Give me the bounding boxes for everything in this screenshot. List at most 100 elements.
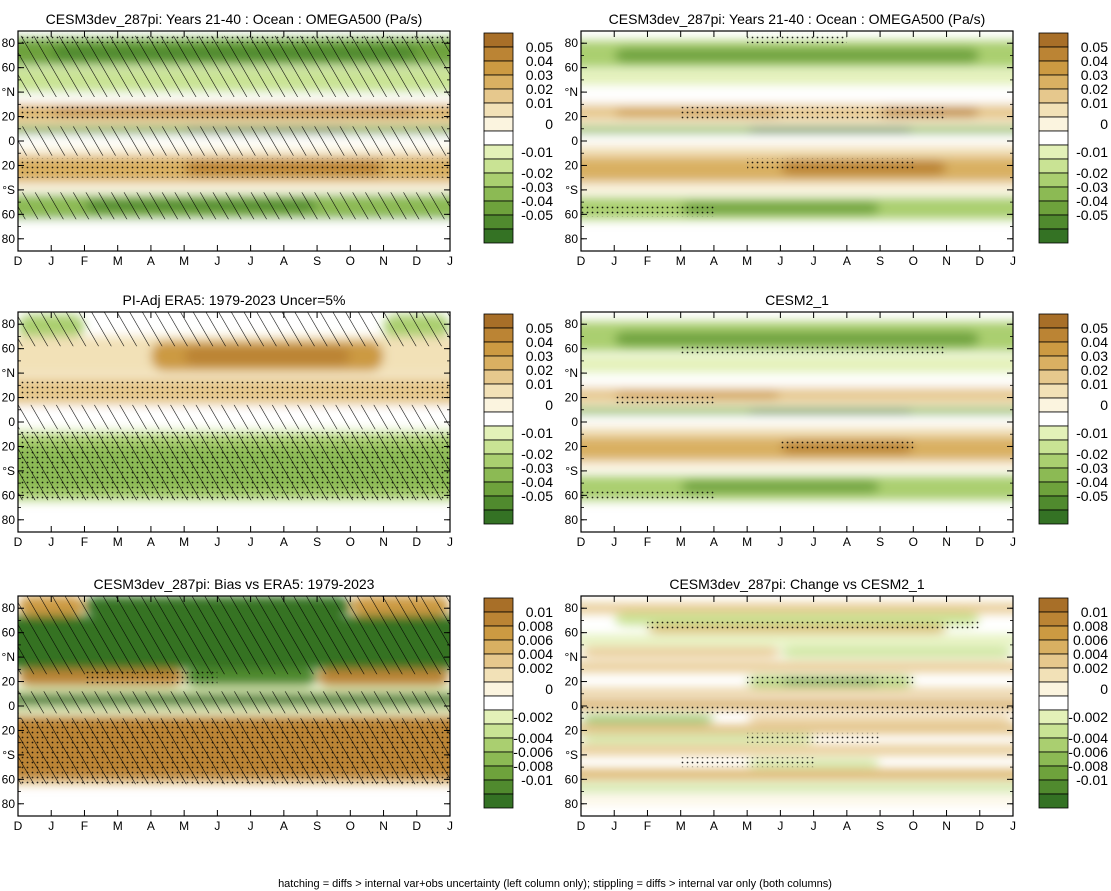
y-tick-label: 80: [2, 601, 16, 615]
footer-note: hatching = diffs > internal var+obs unce…: [278, 878, 832, 890]
contour-band: [581, 725, 1013, 733]
colorbar-swatch: [483, 653, 514, 669]
colorbar-swatch: [483, 116, 514, 132]
colorbar-swatch: [483, 709, 514, 725]
colorbar-label: 0.01: [1081, 604, 1108, 620]
x-tick-label: M: [742, 819, 752, 833]
colorbar-label: -0.01: [1076, 144, 1108, 160]
contour-field: [581, 312, 1013, 532]
colorbar-swatch: [483, 186, 514, 202]
x-tick-label: S: [313, 254, 321, 268]
y-tick-label: °N: [565, 650, 578, 664]
y-tick-label: 20: [565, 675, 579, 689]
contour-band: [18, 221, 450, 239]
colorbar-swatch: [1038, 172, 1069, 188]
y-tick-label: °S: [565, 183, 578, 197]
colorbar-label: 0.03: [526, 67, 553, 83]
colorbar-swatch: [483, 509, 514, 525]
panel-change-vs-cesm2: CESM3dev_287pi: Change vs CESM2_1 D J F M A M J…: [565, 576, 1016, 833]
colorbar-swatch: [483, 341, 514, 357]
contour-band: [581, 769, 1013, 780]
colorbar-swatch: [483, 467, 514, 483]
y-tick-label: 0: [571, 415, 578, 429]
colorbar-swatch: [1038, 439, 1069, 455]
colorbar-swatch: [1038, 355, 1069, 371]
colorbar-swatch: [483, 60, 514, 76]
x-tick-label: J: [611, 535, 617, 549]
y-tick-label: 60: [565, 342, 579, 356]
colorbar-swatch: [483, 765, 514, 781]
panel-title: CESM3dev_287pi: Change vs CESM2_1: [669, 576, 924, 592]
y-tick-label: 20: [2, 158, 16, 172]
y-tick-label: 60: [2, 207, 16, 221]
colorbar-swatch: [1038, 46, 1069, 62]
x-tick-label: J: [611, 254, 617, 268]
y-tick-label: 20: [2, 439, 16, 453]
x-tick-label: J: [248, 535, 254, 549]
stippling-region: [747, 158, 914, 171]
x-tick-label: J: [1010, 819, 1016, 833]
x-tick-label: M: [113, 254, 123, 268]
y-tick-label: 60: [2, 342, 16, 356]
colorbar-swatch: [483, 369, 514, 385]
contour-band: [747, 715, 1013, 724]
x-tick-label: J: [447, 535, 453, 549]
stippling-region: [18, 104, 450, 122]
colorbar-swatch: [483, 411, 514, 427]
contour-band: [581, 662, 1013, 672]
colorbar-swatch: [1038, 200, 1069, 216]
colorbar-swatch: [1038, 481, 1069, 497]
colorbar-swatch: [483, 793, 514, 809]
y-tick-label: 60: [565, 207, 579, 221]
contour-band: [581, 182, 1013, 195]
x-tick-label: M: [742, 535, 752, 549]
stippling-region: [680, 106, 947, 119]
x-tick-label: M: [113, 535, 123, 549]
colorbar-label: -0.04: [1076, 474, 1108, 490]
colorbar-swatch: [483, 453, 514, 469]
colorbar-label: -0.04: [521, 474, 553, 490]
colorbar-label: -0.05: [1076, 488, 1108, 504]
contour-band: [581, 715, 714, 724]
x-tick-label: M: [676, 535, 686, 549]
y-tick-label: 80: [565, 797, 579, 811]
colorbar-label: -0.05: [521, 488, 553, 504]
colorbar-swatch: [1038, 793, 1069, 809]
colorbar-swatch: [1038, 327, 1069, 343]
x-tick-label: J: [248, 254, 254, 268]
colorbar-swatch: [1038, 341, 1069, 357]
colorbar-swatch: [1038, 453, 1069, 469]
colorbar-swatch: [483, 74, 514, 90]
colorbar-swatch: [1038, 737, 1069, 753]
hatching-region: [18, 691, 450, 714]
colorbar-swatch: [483, 681, 514, 697]
colorbar-label: 0.008: [1073, 618, 1108, 634]
colorbar-swatch: [1038, 425, 1069, 441]
colorbar-label: 0.05: [1081, 39, 1108, 55]
colorbar-swatch: [483, 327, 514, 343]
x-tick-label: M: [742, 254, 752, 268]
colorbar-swatch: [1038, 495, 1069, 511]
contour-field: [18, 31, 450, 251]
x-tick-label: O: [909, 254, 918, 268]
colorbar-label: -0.002: [513, 709, 553, 725]
colorbar-swatch: [1038, 228, 1069, 244]
colorbar-swatch: [1038, 88, 1069, 104]
x-tick-label: M: [179, 819, 189, 833]
colorbar-label: 0.02: [526, 362, 553, 378]
y-tick-label: 80: [565, 317, 579, 331]
colorbar-label: -0.008: [513, 758, 553, 774]
colorbar-label: 0.02: [1081, 362, 1108, 378]
stippling-region: [680, 757, 814, 768]
contour-band: [581, 745, 1013, 755]
x-tick-label: S: [876, 535, 884, 549]
y-tick-label: °S: [2, 183, 15, 197]
x-tick-label: D: [975, 254, 984, 268]
colorbar-label: 0.008: [518, 618, 553, 634]
x-tick-label: J: [777, 254, 783, 268]
colorbar-label: 0.02: [1081, 81, 1108, 97]
x-tick-label: D: [975, 535, 984, 549]
x-tick-label: M: [676, 819, 686, 833]
colorbar-swatch: [1038, 695, 1069, 711]
colorbar-label: 0.002: [1073, 660, 1108, 676]
